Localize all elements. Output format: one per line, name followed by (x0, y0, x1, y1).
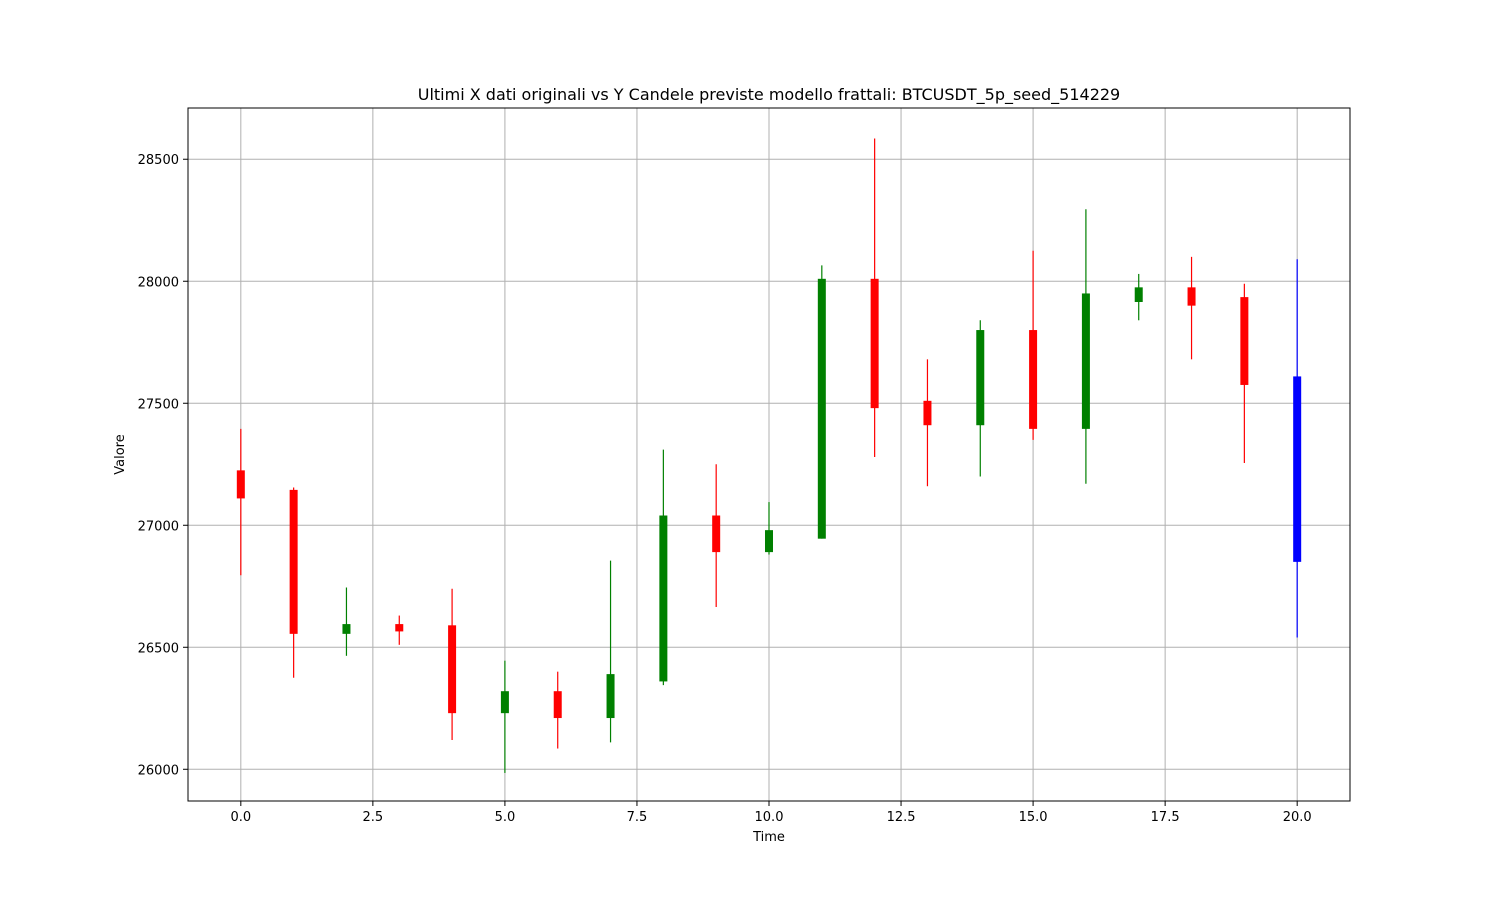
y-axis-ticks: 26000 26500 27000 27500 28000 28500 (138, 153, 188, 778)
candle (1240, 283, 1249, 464)
grid-lines (188, 108, 1350, 801)
candle (500, 660, 509, 773)
x-tick-label: 0.0 (230, 810, 251, 825)
x-tick-label: 12.5 (887, 810, 916, 825)
chart-title: Ultimi X dati originali vs Y Candele pre… (418, 85, 1120, 105)
x-tick-label: 17.5 (1151, 810, 1180, 825)
candles (236, 138, 1302, 773)
candle-body (870, 278, 879, 409)
candle-body (817, 278, 826, 539)
y-axis-title: Valore (113, 434, 128, 474)
x-tick-label: 5.0 (495, 810, 516, 825)
x-tick-label: 20.0 (1283, 810, 1312, 825)
candle-body (923, 400, 932, 426)
x-tick-label: 2.5 (363, 810, 384, 825)
candle-body (236, 470, 245, 499)
y-tick-label: 27500 (138, 397, 179, 412)
candle-body (553, 691, 562, 719)
y-tick-label: 26500 (138, 641, 179, 656)
candle-body (1134, 287, 1143, 302)
candle-body (448, 625, 457, 714)
y-tick-label: 28000 (138, 275, 179, 290)
candle-body (1029, 330, 1038, 429)
candle (1081, 209, 1090, 484)
y-tick-label: 26000 (138, 763, 179, 778)
x-axis-title: Time (752, 830, 785, 845)
candle-body (1293, 376, 1302, 562)
candle (923, 359, 932, 487)
candle (976, 320, 985, 477)
candle (606, 560, 615, 743)
candle-body (289, 489, 298, 634)
candle-body (1240, 297, 1249, 385)
candle-body (606, 674, 615, 719)
candle (448, 588, 457, 740)
x-tick-label: 7.5 (627, 810, 648, 825)
y-tick-label: 27000 (138, 519, 179, 534)
candle-body (976, 330, 985, 426)
candle (1029, 250, 1038, 440)
candle (1134, 273, 1143, 321)
candle (342, 587, 351, 656)
y-tick-label: 28500 (138, 153, 179, 168)
x-axis-ticks: 0.0 2.5 5.0 7.5 10.0 12.5 15.0 17.5 20.0 (230, 801, 1312, 825)
candle (817, 265, 826, 539)
candle-body (342, 624, 351, 634)
candle-body (500, 691, 509, 714)
candle (289, 487, 298, 678)
candle (395, 615, 404, 645)
candle-body (712, 515, 721, 553)
candle (1187, 256, 1196, 360)
candle-body (395, 624, 404, 632)
candle (659, 449, 668, 686)
candle (1293, 259, 1302, 638)
x-tick-label: 15.0 (1019, 810, 1048, 825)
candle-body (765, 530, 773, 553)
candle-body (1081, 293, 1090, 429)
candle-body (659, 515, 668, 682)
candle (765, 502, 773, 555)
candle-body (1187, 287, 1196, 306)
candle (712, 464, 721, 608)
candle (236, 428, 245, 576)
candle (870, 138, 879, 457)
x-tick-label: 10.0 (755, 810, 784, 825)
candle (553, 671, 562, 749)
